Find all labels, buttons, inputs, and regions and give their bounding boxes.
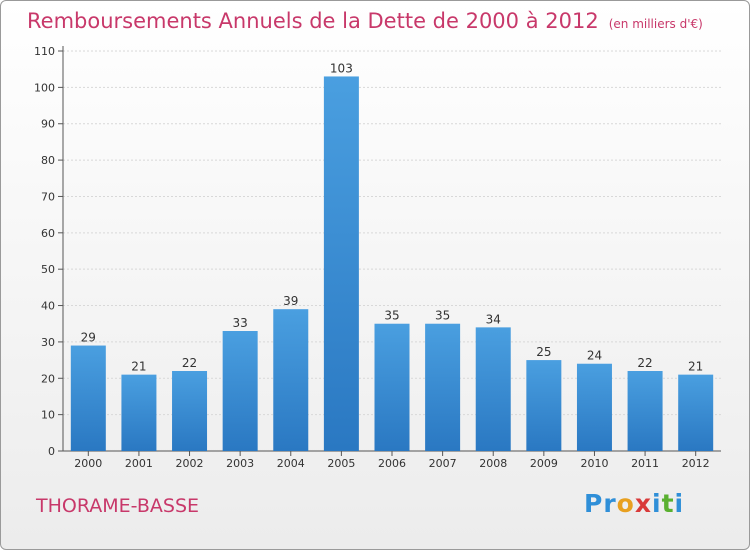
logo-letter: o (616, 489, 635, 518)
logo-letter: i (652, 489, 662, 518)
x-tick-label: 2004 (277, 457, 305, 470)
bar (678, 374, 714, 451)
bar-value-label: 29 (81, 331, 96, 345)
bar-value-label: 35 (435, 309, 450, 323)
bar (323, 76, 359, 452)
logo-letter: x (634, 489, 652, 518)
logo-letter: P (584, 489, 604, 518)
logo-letter: t (661, 489, 675, 518)
y-tick-label: 30 (41, 336, 55, 349)
bar (425, 323, 461, 451)
x-tick-label: 2010 (580, 457, 608, 470)
y-tick-label: 40 (41, 300, 55, 313)
logo-letter: r (603, 489, 617, 518)
y-tick-label: 0 (48, 445, 55, 458)
x-tick-label: 2005 (327, 457, 355, 470)
bar (172, 371, 208, 451)
bar (273, 309, 309, 451)
x-tick-label: 2003 (226, 457, 254, 470)
y-tick-label: 100 (34, 81, 55, 94)
y-tick-label: 20 (41, 372, 55, 385)
y-tick-label: 110 (34, 45, 55, 58)
bar (526, 360, 562, 451)
x-tick-label: 2008 (479, 457, 507, 470)
commune-name: THORAME-BASSE (36, 495, 200, 517)
bar-value-label: 25 (536, 345, 551, 359)
bar (70, 345, 106, 451)
x-tick-label: 2001 (125, 457, 153, 470)
bar-value-label: 24 (587, 349, 602, 363)
x-tick-label: 2007 (429, 457, 457, 470)
bar-value-label: 39 (283, 294, 298, 308)
bar (222, 331, 258, 451)
x-tick-label: 2000 (74, 457, 102, 470)
bar (627, 371, 663, 451)
x-tick-label: 2011 (631, 457, 659, 470)
bar-value-label: 103 (330, 61, 353, 75)
x-tick-label: 2009 (530, 457, 558, 470)
y-tick-label: 70 (41, 190, 55, 203)
chart-title: Remboursements Annuels de la Dette de 20… (27, 9, 703, 33)
y-tick-label: 50 (41, 263, 55, 276)
bar-value-label: 22 (182, 356, 197, 370)
bar-value-label: 21 (131, 360, 146, 374)
bar-value-label: 33 (233, 316, 248, 330)
x-tick-label: 2006 (378, 457, 406, 470)
y-tick-label: 80 (41, 154, 55, 167)
x-tick-label: 2012 (682, 457, 710, 470)
y-tick-label: 10 (41, 409, 55, 422)
chart-unit-note: (en milliers d'€) (608, 17, 703, 31)
bar-value-label: 34 (486, 312, 501, 326)
bar (121, 374, 157, 451)
x-tick-label: 2002 (176, 457, 204, 470)
bar-value-label: 22 (637, 356, 652, 370)
bar (576, 363, 612, 451)
logo-letter: i (674, 489, 685, 518)
bar (374, 323, 410, 451)
proxiti-logo: Proxiti (584, 489, 684, 518)
bar-value-label: 21 (688, 360, 703, 374)
bar-value-label: 35 (384, 309, 399, 323)
y-tick-label: 90 (41, 118, 55, 131)
y-tick-label: 60 (41, 227, 55, 240)
chart-title-text: Remboursements Annuels de la Dette de 20… (27, 9, 599, 33)
bar (475, 327, 511, 451)
